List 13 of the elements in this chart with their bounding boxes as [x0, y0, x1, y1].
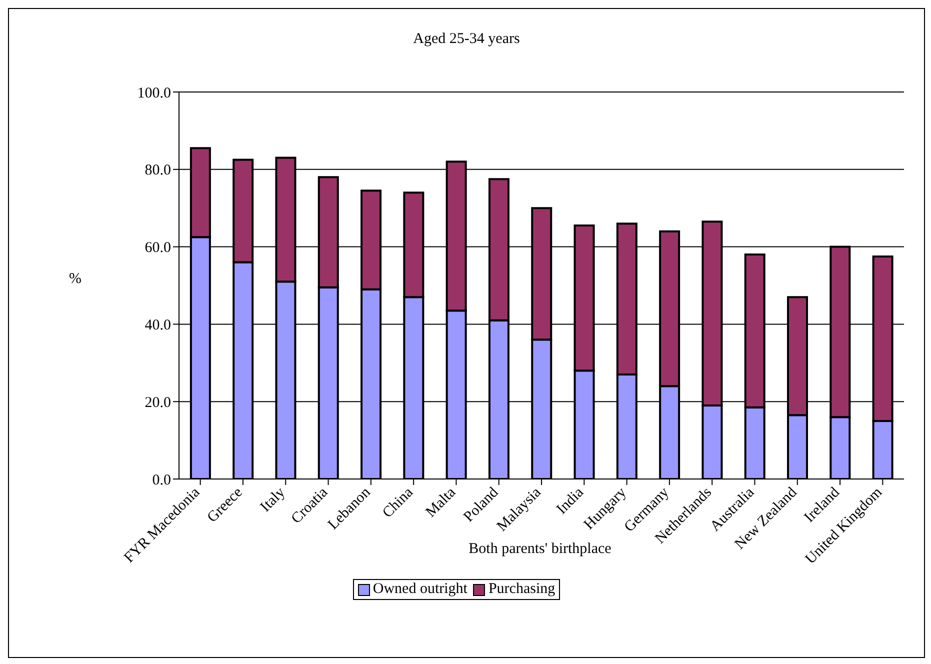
y-tick-label: 20.0: [144, 394, 171, 411]
x-axis-title: Both parents' birthplace: [468, 541, 612, 557]
y-tick-label: 80.0: [144, 162, 171, 179]
x-tick-label: India: [554, 484, 588, 518]
x-tick-label: Italy: [258, 484, 289, 516]
chart-title: Aged 25-34 years: [412, 31, 521, 48]
y-tick-label: 40.0: [144, 318, 171, 334]
legend-label: Purchasing: [487, 581, 556, 598]
y-tick-label: 60.0: [144, 240, 171, 256]
y-axis-title: %: [69, 271, 82, 288]
legend-label: Owned outright: [372, 581, 468, 598]
y-tick-label: 0.0: [152, 472, 171, 488]
y-tick-label: 100.0: [137, 85, 171, 102]
